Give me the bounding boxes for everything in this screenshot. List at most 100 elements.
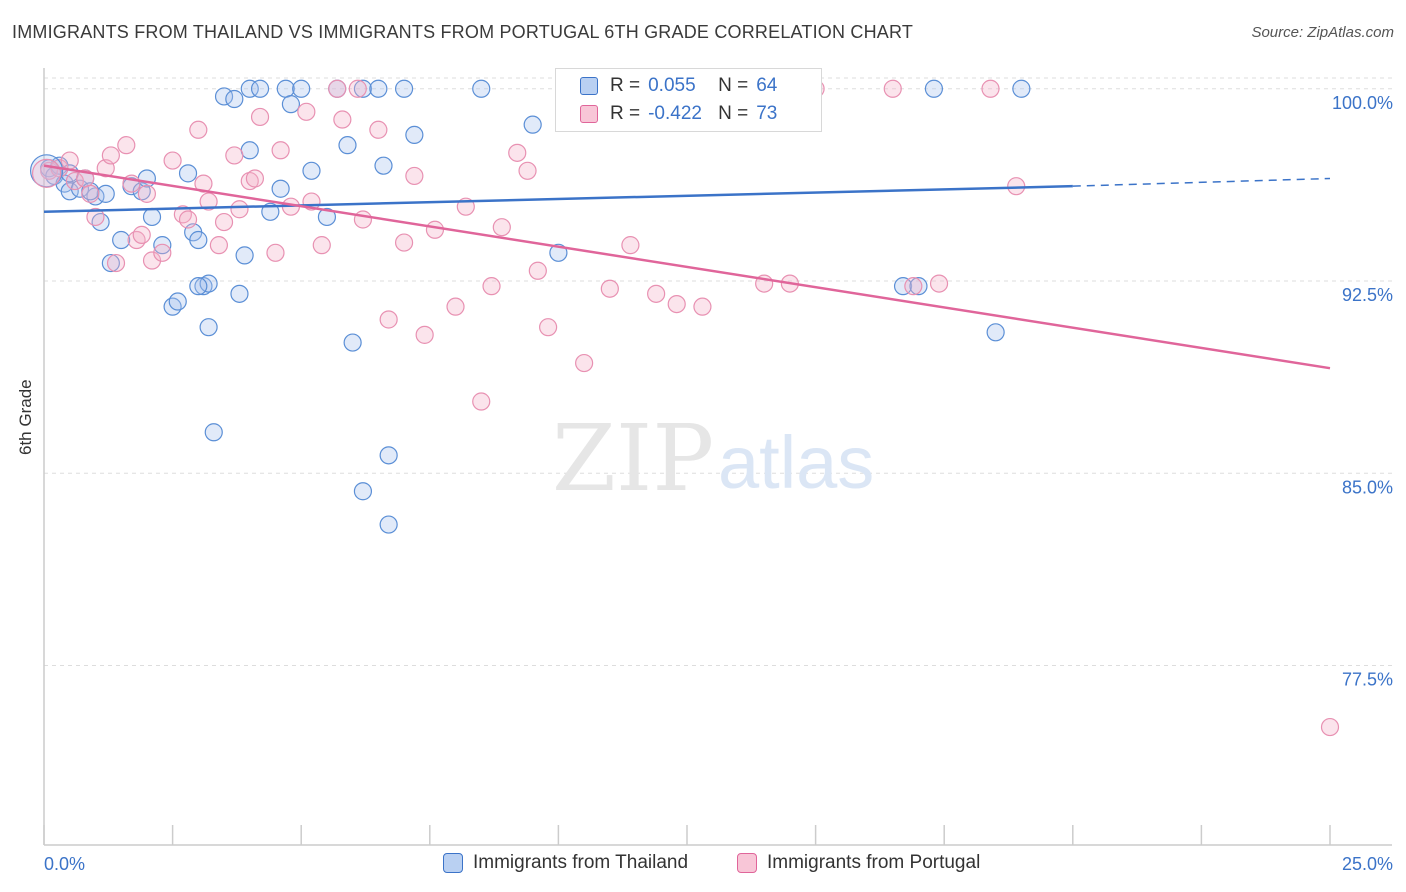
legend-r-label: R = [610,103,641,124]
portugal-point [240,171,259,191]
portugal-point [981,79,1000,98]
y-tick-label: 85.0% [1342,477,1393,497]
portugal-point [297,102,316,121]
legend-swatch-portugal [580,105,598,123]
portugal-point [472,392,491,411]
portugal-point [528,261,547,280]
portugal-point [353,210,373,229]
portugal-point [106,253,126,273]
y-tick-label: 100.0% [1332,93,1393,113]
portugal-point [348,79,367,98]
thailand-point [225,89,244,109]
legend-n-label: N = [718,75,749,96]
thailand-point [199,274,218,293]
thailand-point [178,164,198,183]
thailand-trend-extension [1072,177,1331,187]
portugal-point [415,325,434,344]
thailand-point [379,446,398,465]
thailand-point [353,482,373,501]
portugal-point [117,136,136,155]
portugal-point [189,120,208,139]
thailand-point [204,423,223,442]
thailand-point [369,79,388,98]
portugal-point [137,184,156,203]
legend-r-value-portugal: -0.422 [648,103,702,124]
portugal-point [333,110,352,129]
portugal-point [86,207,105,227]
portugal-point [394,233,414,252]
thailand-point [142,207,162,227]
watermark-zip: ZIP [552,405,714,512]
thailand-point [163,297,182,316]
portugal-point [81,184,100,203]
chart-source: Source: ZipAtlas.com [1251,24,1394,41]
thailand-point [214,87,234,106]
portugal-point [266,243,285,262]
thailand-point [276,79,295,98]
thailand-point [394,79,414,98]
thailand-point [60,182,79,201]
portugal-point [178,210,198,229]
portugal-point [446,297,465,316]
bottom-legend-portugal[interactable]: Immigrants from Portugal [737,852,980,874]
thailand-point [1012,79,1031,98]
portugal-point [250,107,270,127]
watermark: ZIP atlas [552,405,874,512]
portugal-point [230,200,249,219]
thailand-point [405,125,424,145]
bottom-legend-label-portugal: Immigrants from Portugal [767,852,981,873]
thailand-point [271,179,290,198]
thailand-point [523,115,542,134]
portugal-point [199,192,218,211]
portugal-point [65,171,84,191]
portugal-point [518,161,537,180]
thailand-point [924,79,944,98]
portugal-point [60,151,79,170]
portugal-point [492,218,511,237]
portugal-point [647,284,666,303]
thailand-point [281,95,301,114]
thailand-point [112,230,131,250]
portugal-point [271,141,290,160]
portugal-point [1007,177,1026,196]
portugal-point [194,174,213,193]
y-tick-label: 92.5% [1342,285,1393,305]
y-axis-label-wrap: 6th Grade [16,379,36,455]
data-points [29,79,1340,737]
thailand-trend-line [43,184,1073,214]
portugal-point [904,277,923,296]
thailand-point [317,207,337,227]
thailand-point [101,253,120,273]
portugal-point [508,143,527,162]
bottom-legend-thailand[interactable]: Immigrants from Thailand [443,852,688,874]
portugal-point [425,220,445,239]
portugal-trend-line [43,164,1331,370]
portugal-point [539,318,558,337]
legend-swatch-thailand [580,77,598,95]
portugal-point [163,151,182,170]
portugal-point [693,297,712,316]
portugal-point [209,236,228,255]
grid-lines [44,77,1392,667]
legend-r-value-thailand: 0.055 [648,75,696,96]
portugal-point [312,236,331,255]
thailand-point [199,318,218,337]
legend-row-thailand: R = 0.055 N = 64 [580,74,777,98]
thailand-point [338,136,357,155]
portugal-point [379,310,398,329]
thailand-point [189,277,208,296]
bottom-legend-swatch-thailand [443,853,463,873]
portugal-point [883,79,902,98]
portugal-point [369,120,388,139]
portugal-point [482,277,501,296]
axes [43,68,1392,846]
thailand-point [302,161,321,180]
thailand-point [379,515,398,534]
x-tick-label: 0.0% [44,854,85,874]
thailand-point [374,156,393,175]
thailand-point [86,187,105,206]
y-tick-labels: 77.5% 85.0% 92.5% 100.0% [1332,93,1393,690]
y-axis-label: 6th Grade [16,379,35,455]
bottom-legend-swatch-portugal [737,853,757,873]
